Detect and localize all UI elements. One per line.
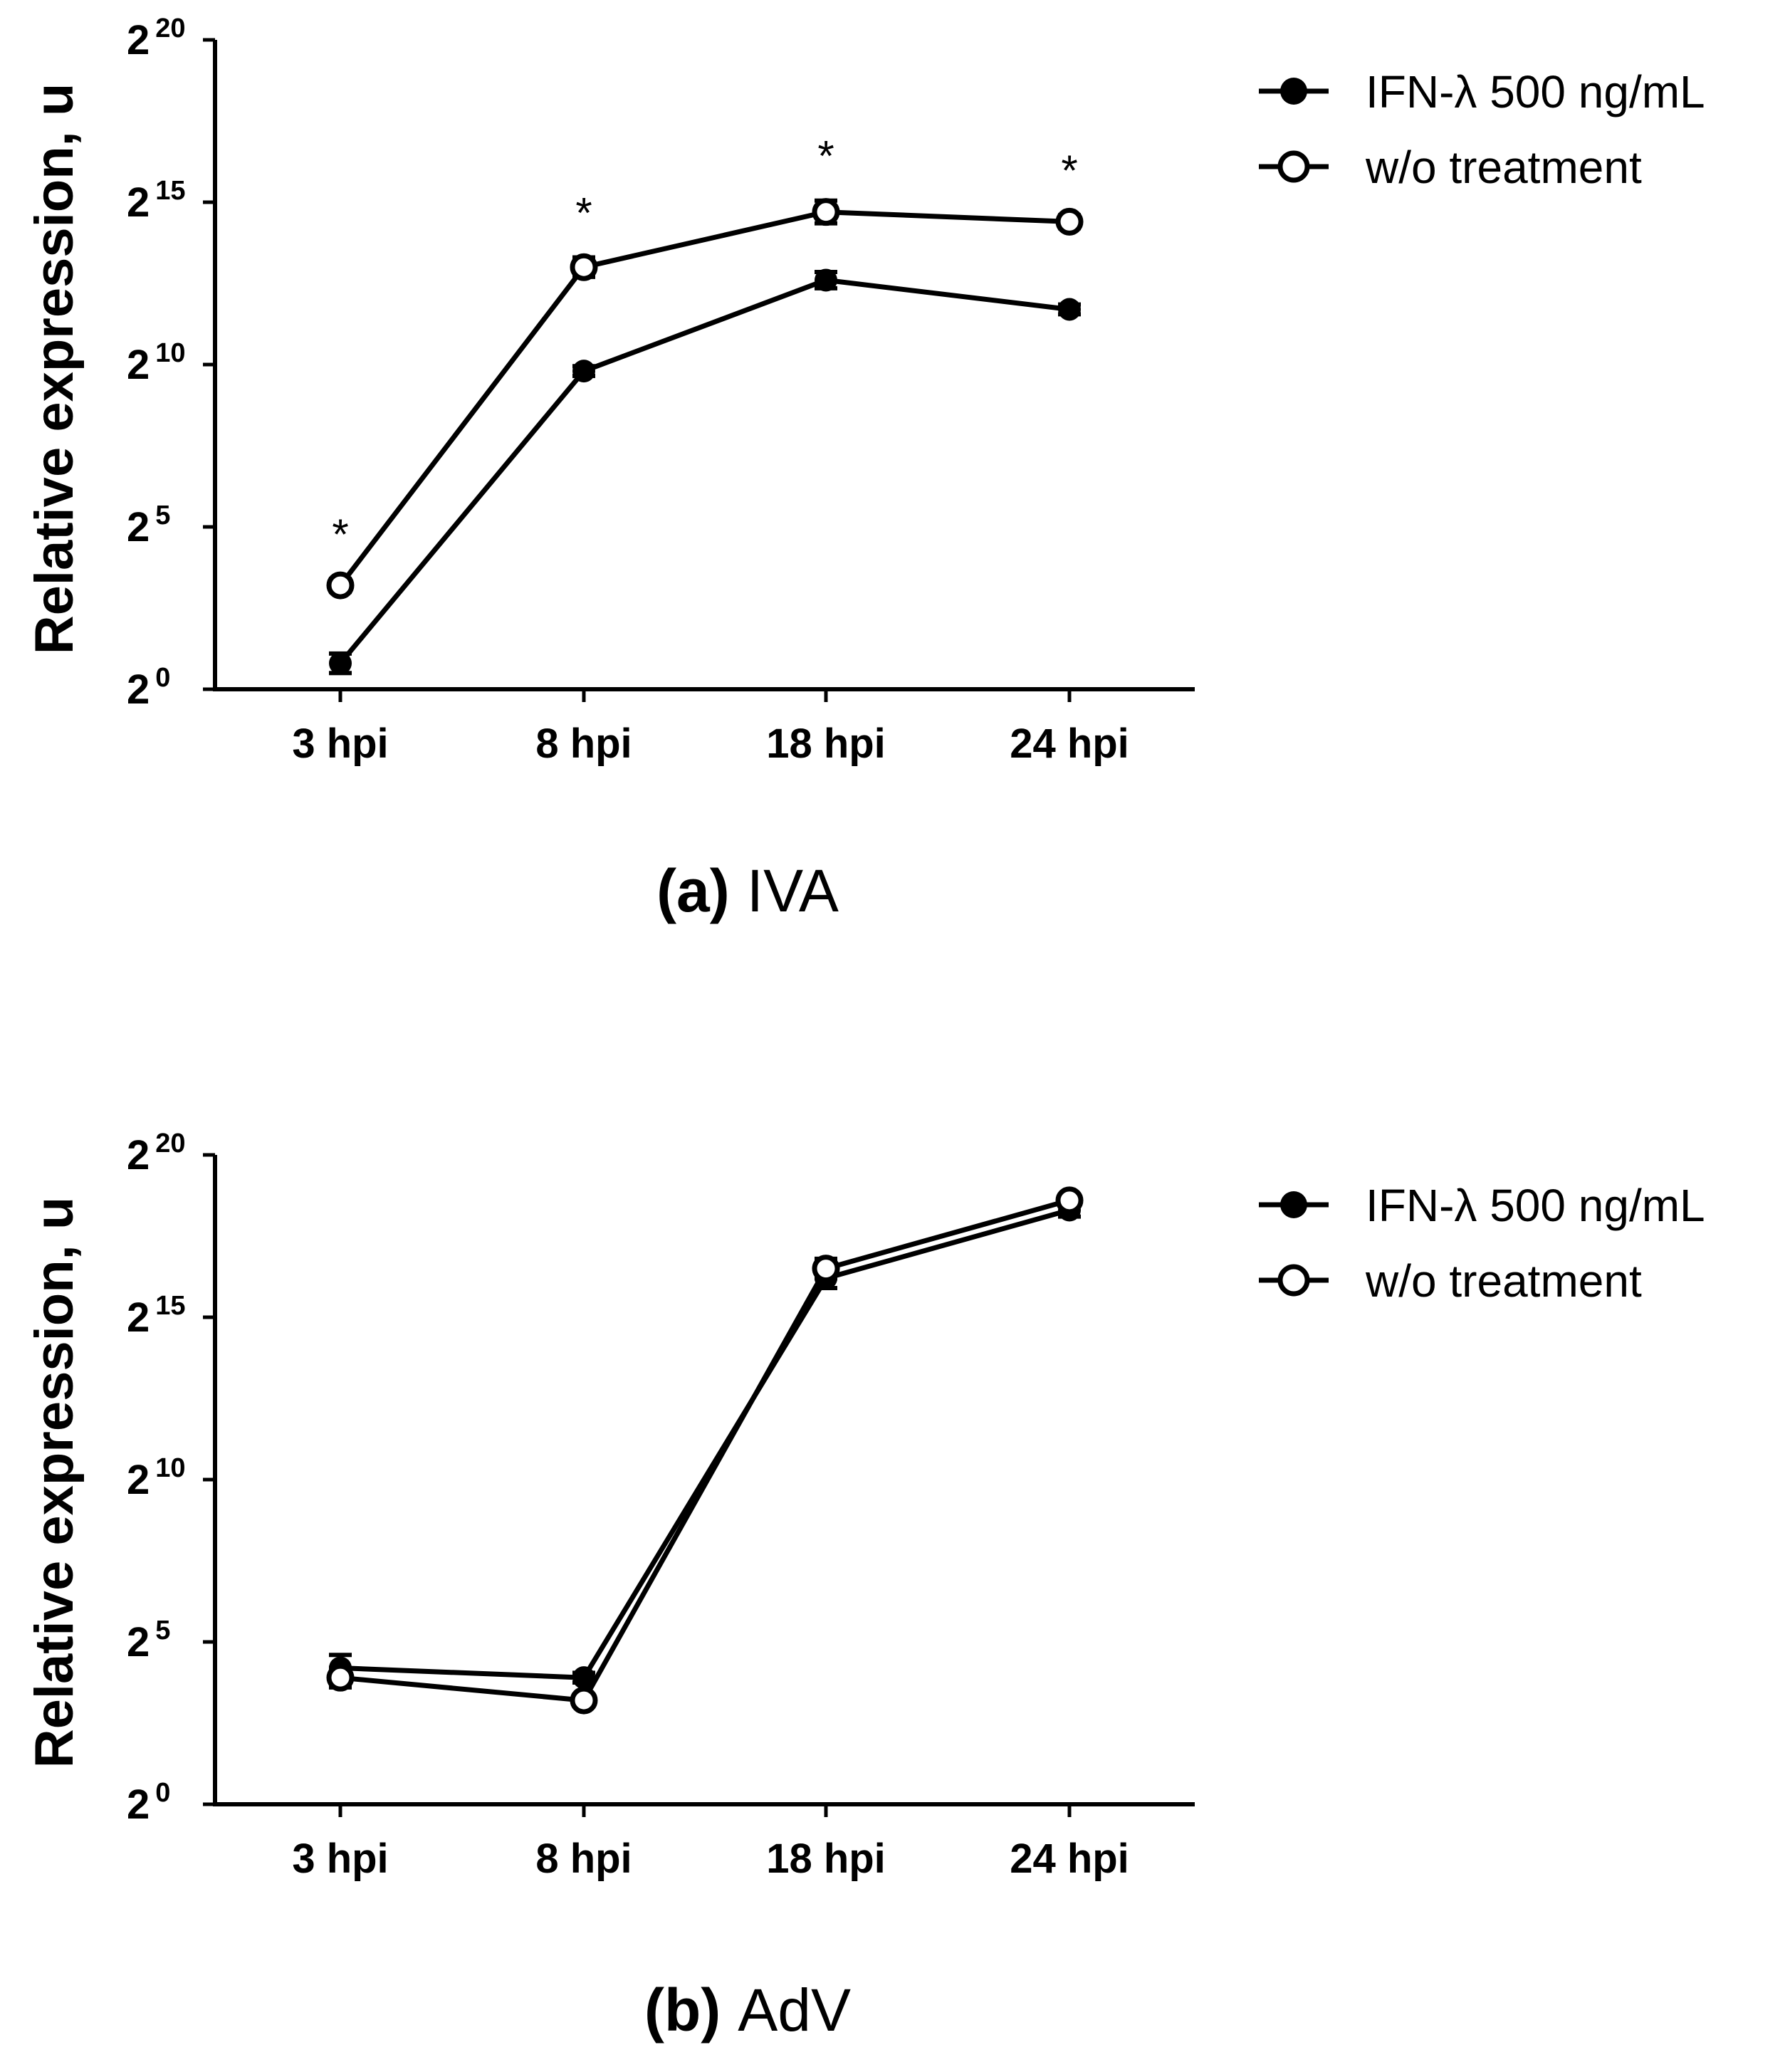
y-tick-base: 2: [127, 342, 150, 388]
y-tick-base: 2: [127, 1294, 150, 1341]
y-axis-label: Relative expression, u: [24, 1197, 85, 1769]
y-tick-label: 2 10: [127, 1453, 186, 1503]
x-tick-group: 3 hpi 8 hpi 18 hpi 24 hpi: [292, 689, 1129, 767]
y-tick-base: 2: [127, 504, 150, 550]
y-tick-exponent: 10: [155, 1453, 185, 1483]
y-tick-base: 2: [127, 1619, 150, 1665]
y-tick-base: 2: [127, 666, 150, 713]
y-tick-exponent: 15: [155, 1291, 185, 1321]
y-tick-label: 2 15: [127, 1291, 186, 1341]
legend-label: IFN-λ 500 ng/mL: [1366, 66, 1705, 117]
significance-marker: *: [817, 132, 834, 180]
x-tick-label: 3 hpi: [292, 721, 388, 767]
data-point-untreated: [326, 571, 355, 600]
series-line-untreated: [338, 209, 1070, 587]
legend-marker-open: [1277, 1264, 1310, 1297]
y-tick-exponent: 20: [155, 1129, 185, 1158]
x-tick-label: 18 hpi: [766, 721, 886, 767]
x-tick-label: 3 hpi: [292, 1836, 388, 1882]
data-point-untreated: [326, 1663, 355, 1692]
data-point-ifn: [329, 652, 352, 675]
data-point-untreated: [1055, 207, 1084, 236]
data-point-untreated: [812, 1255, 840, 1283]
data-point-ifn: [815, 268, 837, 292]
y-tick-label: 2 20: [127, 1129, 186, 1178]
x-tick-group: 3 hpi 8 hpi 18 hpi 24 hpi: [292, 1804, 1129, 1882]
caption-text: AdV: [738, 1977, 851, 2044]
data-point-ifn: [572, 360, 595, 383]
panel-caption: (b) AdV: [644, 1977, 851, 2044]
y-tick-exponent: 5: [155, 501, 170, 530]
data-point-untreated: [570, 1686, 598, 1715]
x-tick-label: 8 hpi: [535, 1836, 632, 1882]
data-point-ifn: [1058, 298, 1081, 321]
plot-area: * * * *: [326, 132, 1084, 676]
data-point-ifn: [572, 1666, 595, 1690]
legend: IFN-λ 500 ng/mL w/o treatment: [1259, 66, 1705, 193]
y-tick-base: 2: [127, 1781, 150, 1828]
y-tick-exponent: 0: [155, 1778, 170, 1808]
y-tick-label: 2 10: [127, 338, 186, 388]
series-line-ifn: [340, 1208, 1070, 1680]
y-tick-exponent: 0: [155, 663, 170, 693]
significance-marker: *: [575, 189, 592, 237]
y-tick-exponent: 5: [155, 1616, 170, 1645]
y-tick-base: 2: [127, 17, 150, 63]
caption-text: IVA: [747, 857, 839, 924]
panel-caption: (a) IVA: [656, 857, 839, 924]
data-point-untreated: [570, 253, 598, 281]
legend-label: w/o treatment: [1365, 1255, 1642, 1307]
significance-marker: *: [1061, 147, 1077, 194]
legend-marker-filled: [1280, 78, 1307, 105]
y-tick-base: 2: [127, 1457, 150, 1503]
x-tick-label: 24 hpi: [1010, 1836, 1129, 1882]
plot-area: [326, 1186, 1084, 1715]
x-tick-label: 18 hpi: [766, 1836, 886, 1882]
caption-label: (b): [644, 1977, 721, 2044]
legend-label: w/o treatment: [1365, 142, 1642, 193]
significance-marker: *: [332, 511, 348, 558]
y-tick-label: 2 20: [127, 14, 186, 63]
y-tick-exponent: 15: [155, 176, 185, 206]
data-point-untreated: [812, 198, 840, 226]
y-tick-label: 2 15: [127, 176, 186, 226]
data-point-untreated: [1055, 1186, 1084, 1215]
caption-label: (a): [656, 857, 730, 924]
legend: IFN-λ 500 ng/mL w/o treatment: [1259, 1180, 1705, 1307]
y-axis-label: Relative expression, u: [24, 83, 85, 655]
legend-marker-filled: [1280, 1191, 1307, 1218]
x-tick-label: 8 hpi: [535, 721, 632, 767]
y-tick-base: 2: [127, 1132, 150, 1178]
legend-marker-open: [1277, 150, 1310, 183]
y-tick-exponent: 10: [155, 338, 185, 368]
y-tick-base: 2: [127, 179, 150, 226]
legend-label: IFN-λ 500 ng/mL: [1366, 1180, 1705, 1231]
x-tick-label: 24 hpi: [1010, 721, 1129, 767]
series-line-ifn: [338, 277, 1070, 665]
y-tick-exponent: 20: [155, 14, 185, 43]
series-line-untreated: [340, 1198, 1070, 1703]
